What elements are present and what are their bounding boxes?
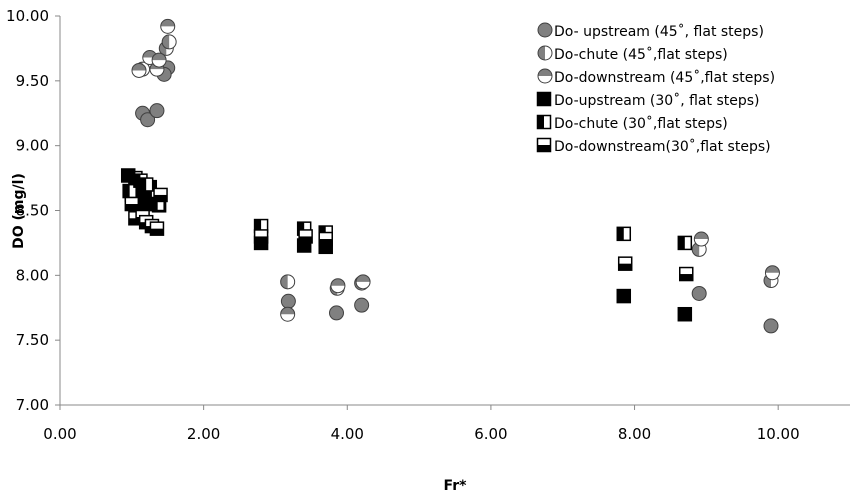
legend-item: Do-downstream(30˚,flat steps) [536, 137, 771, 155]
data-point [253, 229, 269, 244]
legend-marker [536, 114, 552, 130]
legend-label: Do- upstream (45˚, flat steps) [554, 23, 764, 40]
data-point [355, 274, 371, 290]
x-tick-label: 4.00 [331, 425, 364, 443]
data-point [280, 274, 296, 290]
legend: Do- upstream (45˚, flat steps) Do-chute (… [536, 22, 775, 155]
y-tick-label: 9.50 [16, 72, 49, 90]
legend-label: Do-chute (45˚,flat steps) [554, 46, 728, 63]
x-tick-label: 6.00 [474, 425, 507, 443]
data-point [763, 318, 779, 334]
legend-label: Do-chute (30˚,flat steps) [554, 115, 728, 132]
data-point [124, 196, 140, 212]
data-point [329, 305, 344, 321]
data-point [616, 288, 632, 304]
data-point [131, 62, 147, 78]
data-points [120, 18, 780, 334]
data-point [280, 306, 296, 322]
y-tick-label: 7.00 [16, 396, 49, 414]
legend-item: Do- upstream (45˚, flat steps) [537, 22, 764, 40]
data-point [149, 221, 165, 236]
x-tick-label: 10.00 [757, 425, 800, 443]
legend-item: Do-chute (45˚,flat steps) [537, 45, 728, 63]
legend-label: Do-downstream(30˚,flat steps) [554, 138, 771, 155]
series-4 [120, 168, 693, 322]
data-point [616, 226, 632, 242]
x-ticks: 0.00 2.00 4.00 6.00 8.00 10.00 [43, 405, 800, 443]
data-point [149, 103, 165, 119]
legend-label: Do-downstream (45˚,flat steps) [554, 69, 775, 86]
data-point [354, 297, 370, 313]
data-point [318, 231, 333, 247]
y-ticks: 7.00 7.50 8.00 8.50 9.00 9.50 10.00 [6, 7, 60, 414]
data-point [151, 52, 167, 68]
data-point [138, 177, 154, 192]
y-tick-label: 8.50 [16, 202, 49, 220]
data-point [677, 306, 693, 322]
data-point [617, 256, 633, 271]
y-tick-label: 10.00 [6, 7, 49, 25]
data-point [160, 18, 176, 34]
x-tick-label: 2.00 [187, 425, 220, 443]
data-point [691, 285, 707, 301]
data-point [677, 235, 693, 251]
data-point [330, 278, 346, 294]
data-point [280, 293, 296, 309]
data-point [693, 231, 709, 247]
data-point [161, 34, 177, 50]
y-axis-title: DO (mg/l) [11, 173, 27, 249]
legend-item: Do-chute (30˚,flat steps) [536, 114, 728, 132]
legend-item: Do-upstream (30˚, flat steps) [536, 91, 759, 109]
x-tick-label: 0.00 [43, 425, 76, 443]
series-3 [131, 18, 780, 322]
data-point [140, 112, 156, 128]
legend-marker [537, 68, 553, 84]
series-6 [124, 187, 694, 282]
data-point [679, 266, 694, 282]
legend-marker [537, 45, 553, 61]
y-tick-label: 8.00 [16, 266, 49, 284]
x-tick-label: 8.00 [618, 425, 651, 443]
series-1 [135, 60, 779, 334]
legend-marker [536, 137, 552, 153]
y-tick-label: 7.50 [16, 331, 49, 349]
legend-label: Do-upstream (30˚, flat steps) [554, 92, 759, 109]
data-point [764, 265, 780, 281]
data-point [298, 229, 313, 244]
x-axis-title: Fr* [444, 478, 468, 494]
series-5 [122, 170, 693, 251]
data-point [153, 187, 168, 203]
legend-marker [536, 91, 552, 107]
legend-item: Do-downstream (45˚,flat steps) [537, 68, 775, 86]
y-tick-label: 9.00 [16, 137, 49, 155]
legend-marker [537, 22, 553, 38]
